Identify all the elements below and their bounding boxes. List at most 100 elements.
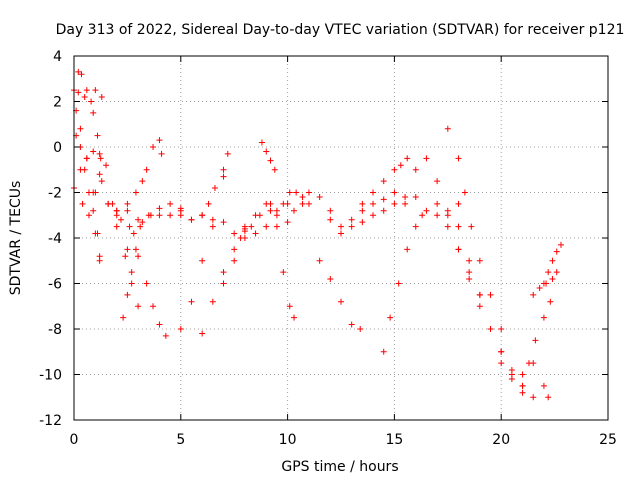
data-point (167, 200, 174, 207)
axis-ticks (73, 55, 609, 421)
y-tick-label: -12 (39, 413, 62, 429)
data-point (98, 93, 105, 100)
data-point (338, 298, 344, 305)
series-arc-19 (258, 139, 278, 173)
data-point (130, 230, 137, 237)
data-point (370, 189, 377, 196)
data-point (167, 212, 174, 219)
data-point (96, 150, 103, 157)
data-point (380, 207, 387, 214)
data-point (88, 98, 95, 105)
data-point (545, 394, 552, 401)
series-arc-24 (327, 189, 398, 230)
series-arc-07 (96, 171, 142, 310)
series-arc-14 (177, 150, 231, 332)
data-point (209, 298, 216, 305)
data-point (199, 257, 206, 264)
data-point (549, 257, 556, 264)
series-arc-18 (241, 200, 291, 230)
data-point (404, 246, 411, 253)
data-point (220, 219, 227, 226)
data-point (96, 253, 103, 260)
data-point (90, 207, 97, 214)
data-point (434, 212, 441, 219)
data-point (380, 196, 387, 203)
series-arc-25 (338, 194, 409, 237)
data-point (113, 207, 120, 214)
data-point (519, 389, 526, 396)
data-point (135, 216, 142, 223)
data-point (156, 321, 163, 328)
data-point (158, 150, 165, 157)
data-point (220, 280, 227, 287)
y-tick-label: -4 (48, 231, 62, 247)
data-point (267, 207, 274, 214)
series-arc-11 (109, 200, 248, 237)
data-point (139, 178, 146, 185)
series-arc-36 (540, 241, 565, 287)
data-point (305, 189, 312, 196)
y-tick-label: 4 (53, 49, 62, 65)
data-point (547, 298, 554, 305)
data-point (316, 194, 323, 201)
data-point (412, 194, 419, 201)
series-arc-27 (380, 212, 426, 355)
data-point (536, 285, 543, 292)
data-point (553, 269, 560, 276)
data-point (455, 155, 462, 162)
data-point (252, 212, 259, 219)
axis-tick-labels: 0 5 10 15 20 25 -12 -10 -8 -6 -4 -2 0 2 4 (39, 49, 617, 448)
data-point (280, 269, 287, 276)
data-point (143, 280, 150, 287)
data-point (357, 326, 364, 332)
series-arc-34 (519, 298, 554, 389)
data-point (404, 155, 411, 162)
series-arc-16 (177, 166, 227, 223)
data-point (466, 269, 473, 276)
data-point (466, 275, 473, 282)
data-point (299, 194, 306, 201)
data-point (402, 194, 409, 201)
data-point (97, 155, 104, 162)
data-point (549, 275, 556, 282)
data-point (128, 269, 135, 276)
data-point (113, 223, 120, 230)
data-point (299, 200, 306, 207)
data-point (532, 337, 539, 344)
data-point (92, 189, 99, 196)
data-point (370, 212, 377, 219)
data-point (177, 212, 184, 219)
data-point (132, 189, 139, 196)
data-point (177, 326, 184, 332)
x-tick-label: 15 (385, 432, 403, 448)
data-point (391, 189, 398, 196)
data-point (188, 298, 195, 305)
data-point (137, 223, 144, 230)
series-arc-04 (71, 148, 110, 191)
y-tick-label: -8 (48, 322, 62, 338)
data-point (487, 326, 494, 332)
series-arc-33 (498, 360, 552, 401)
data-point (444, 212, 451, 219)
data-point (455, 223, 462, 230)
data-point (252, 230, 259, 237)
series-arc-31 (434, 200, 537, 401)
series-arc-26 (359, 155, 419, 207)
data-point (348, 216, 355, 223)
data-point (434, 178, 441, 185)
data-point (305, 200, 312, 207)
series-arc-21 (273, 189, 312, 219)
data-point (92, 230, 99, 237)
data-point (188, 216, 195, 223)
data-point (387, 314, 394, 321)
data-point (466, 257, 473, 264)
data-point (220, 269, 227, 276)
x-axis-label: GPS time / hours (281, 459, 398, 475)
data-point (540, 280, 547, 287)
data-point (156, 212, 163, 219)
data-point (476, 291, 483, 298)
series-arc-15 (199, 235, 244, 337)
data-point (209, 223, 216, 230)
data-point (455, 246, 462, 253)
data-point (211, 184, 218, 191)
